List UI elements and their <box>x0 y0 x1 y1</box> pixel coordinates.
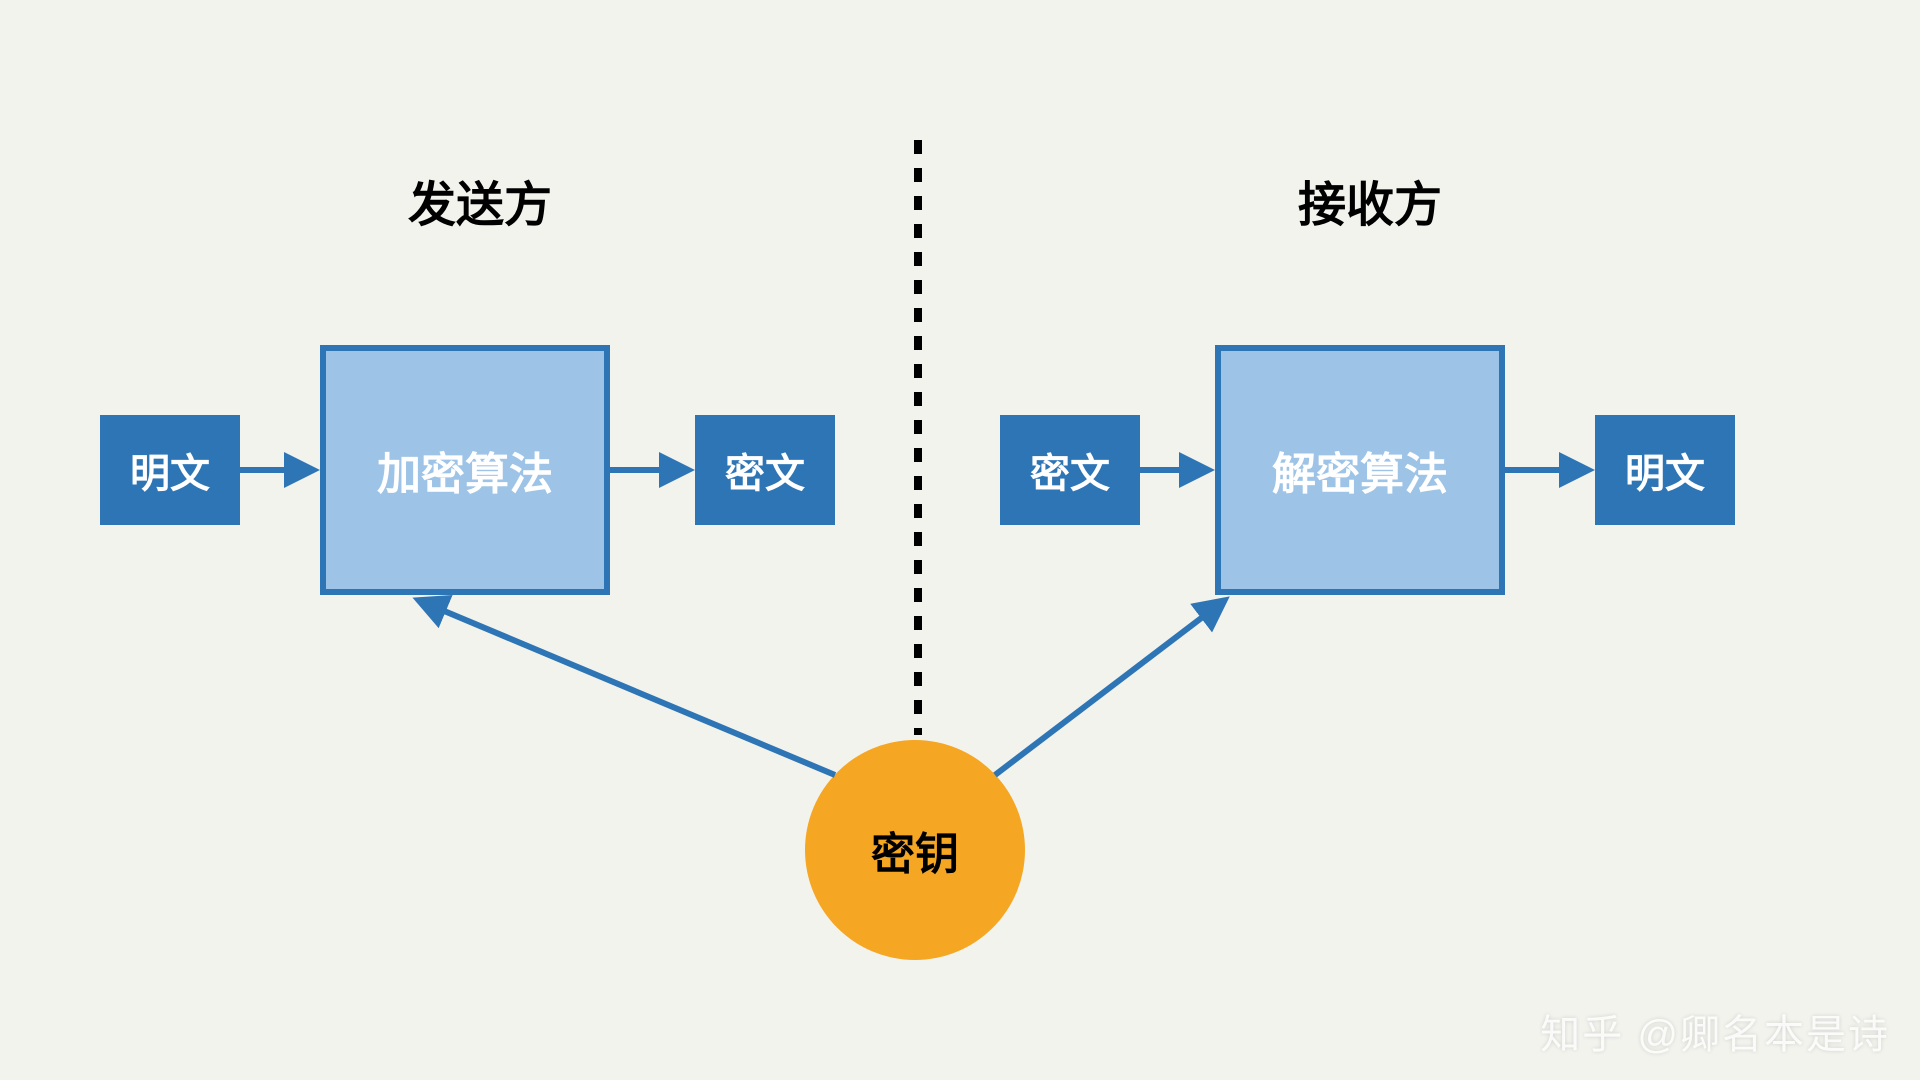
receiver-heading: 接收方 <box>1298 165 1442 235</box>
node-receiver_plaintext: 明文 <box>1595 415 1735 525</box>
watermark: 知乎 @卿名本是诗 <box>1540 1002 1890 1060</box>
arrow-key-to-decrypt_algo <box>995 600 1225 775</box>
node-receiver_ciphertext: 密文 <box>1000 415 1140 525</box>
node-sender_ciphertext: 密文 <box>695 415 835 525</box>
node-sender_plaintext: 明文 <box>100 415 240 525</box>
node-decrypt_algo: 解密算法 <box>1215 345 1505 595</box>
node-key: 密钥 <box>805 740 1025 960</box>
sender-heading: 发送方 <box>408 165 552 235</box>
diagram-canvas: 发送方接收方明文加密算法密文密文解密算法明文密钥知乎 @卿名本是诗 <box>0 0 1920 1080</box>
node-encrypt_algo: 加密算法 <box>320 345 610 595</box>
arrow-key-to-encrypt_algo <box>418 600 835 775</box>
